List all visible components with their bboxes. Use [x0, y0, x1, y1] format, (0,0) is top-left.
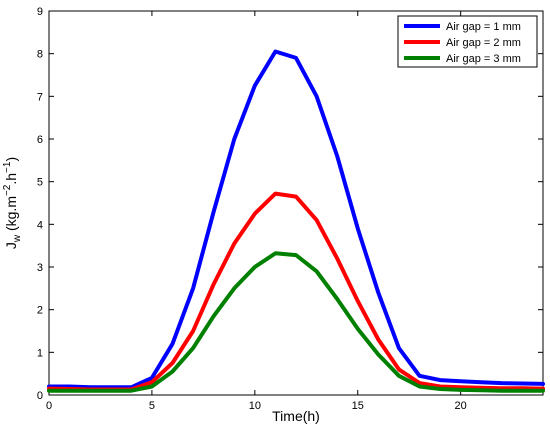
x-tick-label: 15	[352, 400, 364, 412]
y-axis-ticks: 0 1 2 3 4 5 6 7 8 9	[37, 6, 543, 402]
series-line-3	[47, 251, 545, 393]
y-label-main: J	[3, 242, 19, 249]
legend: Air gap = 1 mm Air gap = 2 mm Air gap = …	[397, 15, 538, 68]
y-tick-label: 1	[37, 347, 43, 359]
legend-label-2: Air gap = 2 mm	[446, 37, 521, 49]
series-line-1	[47, 49, 545, 390]
plot-area	[48, 10, 544, 396]
x-tick-label: 5	[149, 400, 155, 412]
x-tick-label: 0	[46, 400, 52, 412]
y-tick-label: 6	[37, 134, 43, 146]
y-tick-label: 3	[37, 262, 43, 274]
y-tick-label: 5	[37, 177, 43, 189]
y-label-close: )	[3, 157, 19, 162]
x-axis-label: Time(h)	[272, 408, 320, 424]
x-axis-ticks: 0 5 10 15 20	[46, 11, 467, 412]
y-tick-label: 0	[37, 390, 43, 402]
y-label-open: (kg.m	[3, 196, 19, 235]
y-tick-label: 7	[37, 91, 43, 103]
x-tick-label: 10	[249, 400, 261, 412]
legend-label-1: Air gap = 1 mm	[446, 21, 521, 33]
y-tick-label: 4	[37, 219, 43, 231]
y-tick-label: 2	[37, 305, 43, 317]
series-layer	[47, 49, 545, 393]
y-label-sup1: −2	[2, 184, 13, 196]
y-tick-label: 8	[37, 49, 43, 61]
legend-label-3: Air gap = 3 mm	[446, 53, 521, 65]
y-label-mid: .h	[3, 173, 19, 185]
x-tick-label: 20	[455, 400, 467, 412]
y-label-sup2: −1	[2, 161, 13, 173]
y-axis-label: Jw (kg.m−2.h−1)	[2, 157, 23, 249]
y-label-sub: w	[12, 234, 23, 243]
y-tick-label: 9	[37, 6, 43, 18]
